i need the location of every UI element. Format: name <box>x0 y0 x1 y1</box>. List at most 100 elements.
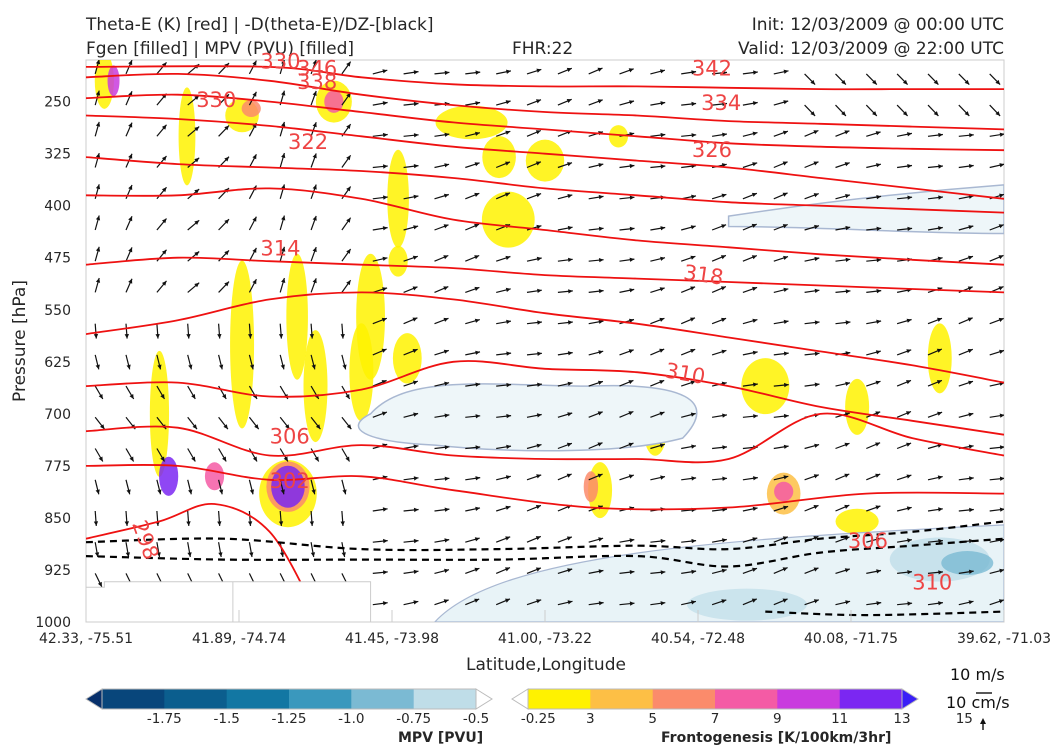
wind-vector-head <box>597 99 603 104</box>
wind-vector-head <box>751 223 757 228</box>
wind-vector-head <box>474 192 480 197</box>
wind-vector-head <box>752 567 757 572</box>
wind-vector-head <box>845 351 851 356</box>
wind-vector-head <box>721 317 727 322</box>
y-tick-label: 475 <box>44 251 71 267</box>
colorbar-swatch <box>413 689 477 709</box>
terrain-mask <box>86 581 372 622</box>
theta-e-contours <box>86 65 1004 613</box>
wind-vector-head <box>598 350 604 355</box>
wind-vector-head <box>346 280 351 286</box>
wind-vector-head <box>312 215 317 221</box>
wind-vector-head <box>535 536 541 541</box>
wind-vector-head <box>312 278 317 284</box>
fgen-blob <box>107 65 120 97</box>
wind-vector-head <box>752 162 758 167</box>
wind-vector-head <box>813 567 819 572</box>
wind-vector-head <box>598 537 604 542</box>
wind-vector-head <box>813 536 819 541</box>
wind-vector-head <box>567 225 573 231</box>
wind-vector-head <box>312 60 317 65</box>
wind-vector-head <box>536 256 542 262</box>
wind-vector-head <box>314 456 319 462</box>
wind-vector-head <box>252 279 257 285</box>
wind-vector-head <box>937 317 942 322</box>
wind-vector-head <box>814 382 820 387</box>
wind-vector-head <box>964 111 970 116</box>
wind-vector-head <box>598 289 604 294</box>
wind-vector-head <box>128 185 133 190</box>
wind-vector-head <box>188 364 193 370</box>
wind-vector-head <box>902 79 908 85</box>
wind-vector-head <box>475 506 480 511</box>
wind-vector-head <box>535 161 541 166</box>
wind-vector-head <box>597 442 603 447</box>
wind-vector-head <box>875 131 881 136</box>
wind-vector-head <box>535 505 541 510</box>
wind-vector-head <box>505 475 511 480</box>
wind-vector-head <box>248 334 253 339</box>
wind-vector-head <box>907 164 912 169</box>
wind-vector-head <box>938 507 943 512</box>
colorbar-tick-label: -1.25 <box>272 711 307 727</box>
wind-vector-head <box>444 538 450 543</box>
wind-vector-head <box>907 570 912 575</box>
wind-vector-head <box>95 121 101 127</box>
wind-vector-head <box>906 349 912 354</box>
wind-vector-head <box>186 521 191 526</box>
y-tick-label: 700 <box>44 407 71 423</box>
wind-vector-head <box>128 278 133 284</box>
wind-vector-head <box>691 538 697 544</box>
wind-vector-head <box>413 133 419 138</box>
wind-vector-head <box>444 413 450 418</box>
wind-vector-head <box>281 153 286 159</box>
wind-vector-head <box>474 255 480 260</box>
wind-vector-head <box>752 131 758 136</box>
wind-vector-head <box>597 411 603 416</box>
colorbar-tick-label: 7 <box>711 711 720 727</box>
fgen-blob <box>286 253 308 380</box>
wind-vector-head <box>475 445 481 450</box>
terrain-mask-shape <box>86 581 372 622</box>
wind-vector-head <box>659 287 665 292</box>
fgen-colorbar-label: Frontogenesis [K/100km/3hr] <box>661 730 891 746</box>
wind-vector-head <box>876 195 882 200</box>
theta-e-label: 326 <box>692 138 732 162</box>
wind-vector-head <box>628 68 634 73</box>
wind-vector-head <box>537 382 542 387</box>
theta-e-label: 334 <box>701 91 741 115</box>
wind-vector-head <box>876 601 882 606</box>
wind-vector-head <box>444 568 449 573</box>
wind-vector-head <box>412 380 418 385</box>
wind-vector-head <box>902 111 908 116</box>
wind-vector-head <box>752 101 758 106</box>
wind-vector-head <box>161 156 167 161</box>
wind-vector-head <box>660 226 666 231</box>
wind-vector-head <box>413 569 419 574</box>
wind-vector-head <box>720 286 726 291</box>
wind-vector-head <box>537 351 542 356</box>
wind-vector-head <box>128 247 133 253</box>
wind-vector-head <box>443 286 449 291</box>
wind-vector-head <box>751 255 757 260</box>
colorbar-extend-right <box>475 688 493 710</box>
wind-vector-head <box>413 476 419 481</box>
wind-vector-head <box>783 69 789 74</box>
wind-vector-head <box>475 476 481 481</box>
wind-vector-head <box>936 380 942 385</box>
colorbar-tick-label: 11 <box>831 711 848 727</box>
y-tick-label: 775 <box>44 459 71 475</box>
wind-vector-head <box>629 601 635 606</box>
wind-vector-head <box>967 286 973 291</box>
wind-vector-head <box>813 474 819 479</box>
wind-vector-head <box>194 251 200 257</box>
wind-vector-head <box>194 282 200 288</box>
x-tick-label: 41.00, -73.22 <box>498 631 592 647</box>
theta-e-contour-338 <box>86 72 1004 131</box>
wind-vector-head <box>217 521 222 526</box>
wind-vector-head <box>690 380 696 385</box>
wind-vector-head <box>383 570 388 575</box>
wind-vector-head <box>999 193 1004 198</box>
y-axis-label: Pressure [hPa] <box>10 280 30 402</box>
wind-vector-head <box>536 68 542 73</box>
